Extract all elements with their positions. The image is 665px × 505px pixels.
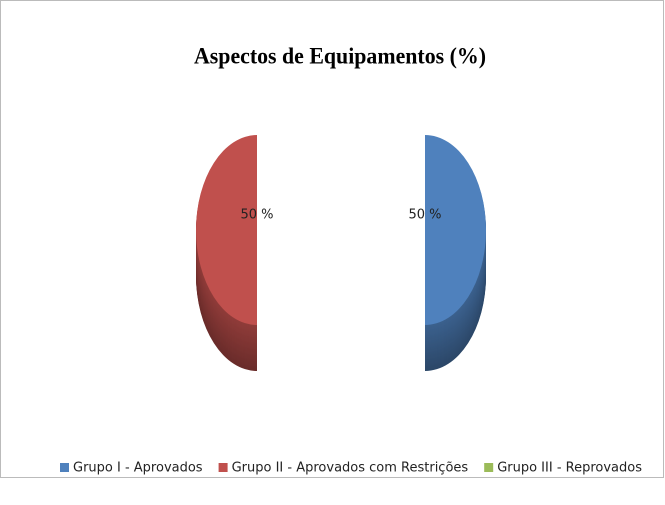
chart-frame [0, 0, 664, 478]
chart-title: Aspectos de Equipamentos (%) [194, 43, 486, 68]
legend-swatch [60, 463, 69, 472]
data-label: 50 % [408, 208, 441, 223]
legend-label: Grupo I - Aprovados [73, 461, 203, 476]
pie-slice [425, 135, 486, 325]
legend: Grupo I - Aprovados Grupo II - Aprovados … [60, 461, 642, 476]
legend-label: Grupo II - Aprovados com Restrições [232, 461, 469, 476]
pie-slice [196, 135, 257, 325]
data-label: 50 % [240, 208, 273, 223]
legend-swatch [218, 463, 228, 472]
legend-label: Grupo III - Reprovados [497, 461, 642, 476]
legend-swatch [484, 463, 494, 472]
pie: 50 % 50 % [196, 135, 486, 371]
